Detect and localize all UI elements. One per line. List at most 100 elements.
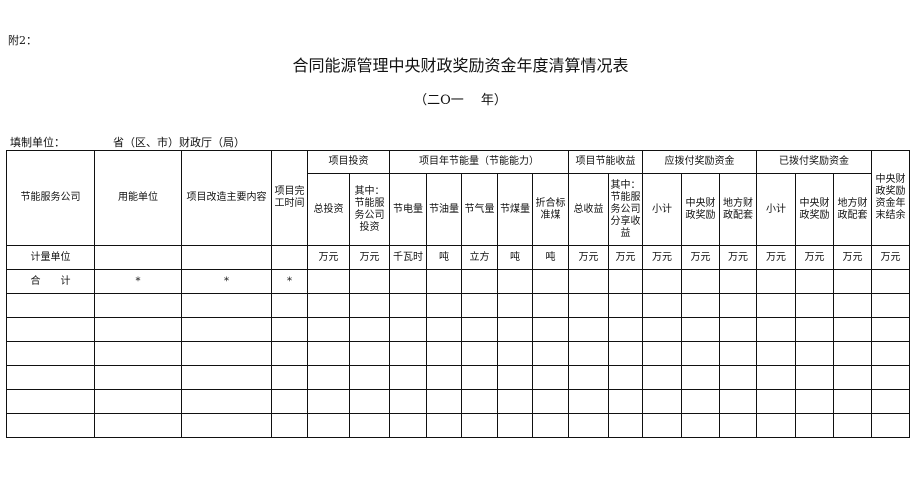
data-cell[interactable] <box>833 413 872 438</box>
total-cell[interactable] <box>349 269 390 294</box>
data-cell[interactable] <box>756 341 796 366</box>
total-cell[interactable] <box>426 269 462 294</box>
data-cell[interactable] <box>181 413 272 438</box>
data-cell[interactable] <box>608 293 643 318</box>
data-cell[interactable] <box>719 317 757 342</box>
total-cell[interactable] <box>795 269 834 294</box>
data-cell[interactable] <box>795 341 834 366</box>
data-cell[interactable] <box>532 365 569 390</box>
total-cell[interactable] <box>497 269 533 294</box>
data-cell[interactable] <box>426 365 462 390</box>
data-cell[interactable] <box>389 293 427 318</box>
data-cell[interactable] <box>6 341 95 366</box>
data-cell[interactable] <box>532 389 569 414</box>
data-cell[interactable] <box>349 389 390 414</box>
data-cell[interactable] <box>497 389 533 414</box>
data-cell[interactable] <box>608 365 643 390</box>
data-cell[interactable] <box>871 413 910 438</box>
data-cell[interactable] <box>756 365 796 390</box>
data-cell[interactable] <box>608 341 643 366</box>
data-cell[interactable] <box>532 293 569 318</box>
data-cell[interactable] <box>307 317 350 342</box>
data-cell[interactable] <box>497 413 533 438</box>
data-cell[interactable] <box>6 365 95 390</box>
data-cell[interactable] <box>756 293 796 318</box>
data-cell[interactable] <box>642 293 682 318</box>
data-cell[interactable] <box>608 317 643 342</box>
data-cell[interactable] <box>871 365 910 390</box>
data-cell[interactable] <box>608 413 643 438</box>
data-cell[interactable] <box>94 413 182 438</box>
total-cell[interactable] <box>756 269 796 294</box>
total-cell[interactable] <box>833 269 872 294</box>
data-cell[interactable] <box>461 389 498 414</box>
data-cell[interactable] <box>307 293 350 318</box>
data-cell[interactable] <box>871 389 910 414</box>
data-cell[interactable] <box>349 365 390 390</box>
data-cell[interactable] <box>608 389 643 414</box>
data-cell[interactable] <box>6 413 95 438</box>
data-cell[interactable] <box>389 365 427 390</box>
data-cell[interactable] <box>833 365 872 390</box>
data-cell[interactable] <box>389 317 427 342</box>
data-cell[interactable] <box>795 389 834 414</box>
data-cell[interactable] <box>642 341 682 366</box>
data-cell[interactable] <box>642 317 682 342</box>
data-cell[interactable] <box>568 389 609 414</box>
data-cell[interactable] <box>94 389 182 414</box>
data-cell[interactable] <box>94 341 182 366</box>
data-cell[interactable] <box>497 293 533 318</box>
data-cell[interactable] <box>756 317 796 342</box>
data-cell[interactable] <box>389 389 427 414</box>
data-cell[interactable] <box>389 341 427 366</box>
data-cell[interactable] <box>461 341 498 366</box>
data-cell[interactable] <box>719 365 757 390</box>
data-cell[interactable] <box>642 365 682 390</box>
data-cell[interactable] <box>871 341 910 366</box>
total-cell[interactable] <box>307 269 350 294</box>
total-cell[interactable] <box>389 269 427 294</box>
data-cell[interactable] <box>719 293 757 318</box>
data-cell[interactable] <box>271 317 308 342</box>
data-cell[interactable] <box>719 341 757 366</box>
data-cell[interactable] <box>568 317 609 342</box>
data-cell[interactable] <box>461 317 498 342</box>
total-cell[interactable] <box>719 269 757 294</box>
data-cell[interactable] <box>426 317 462 342</box>
data-cell[interactable] <box>94 317 182 342</box>
data-cell[interactable] <box>719 389 757 414</box>
data-cell[interactable] <box>532 341 569 366</box>
data-cell[interactable] <box>568 293 609 318</box>
total-cell[interactable] <box>568 269 609 294</box>
data-cell[interactable] <box>6 389 95 414</box>
data-cell[interactable] <box>642 413 682 438</box>
data-cell[interactable] <box>271 293 308 318</box>
data-cell[interactable] <box>795 317 834 342</box>
data-cell[interactable] <box>426 389 462 414</box>
data-cell[interactable] <box>681 341 720 366</box>
data-cell[interactable] <box>568 365 609 390</box>
data-cell[interactable] <box>94 365 182 390</box>
data-cell[interactable] <box>681 317 720 342</box>
data-cell[interactable] <box>426 293 462 318</box>
data-cell[interactable] <box>681 365 720 390</box>
data-cell[interactable] <box>271 389 308 414</box>
data-cell[interactable] <box>795 413 834 438</box>
data-cell[interactable] <box>181 389 272 414</box>
total-cell[interactable] <box>532 269 569 294</box>
data-cell[interactable] <box>349 293 390 318</box>
data-cell[interactable] <box>719 413 757 438</box>
data-cell[interactable] <box>307 413 350 438</box>
data-cell[interactable] <box>833 341 872 366</box>
data-cell[interactable] <box>568 413 609 438</box>
data-cell[interactable] <box>271 365 308 390</box>
data-cell[interactable] <box>461 413 498 438</box>
data-cell[interactable] <box>94 293 182 318</box>
data-cell[interactable] <box>307 365 350 390</box>
data-cell[interactable] <box>307 389 350 414</box>
data-cell[interactable] <box>642 389 682 414</box>
data-cell[interactable] <box>389 413 427 438</box>
data-cell[interactable] <box>497 317 533 342</box>
data-cell[interactable] <box>497 341 533 366</box>
data-cell[interactable] <box>497 365 533 390</box>
